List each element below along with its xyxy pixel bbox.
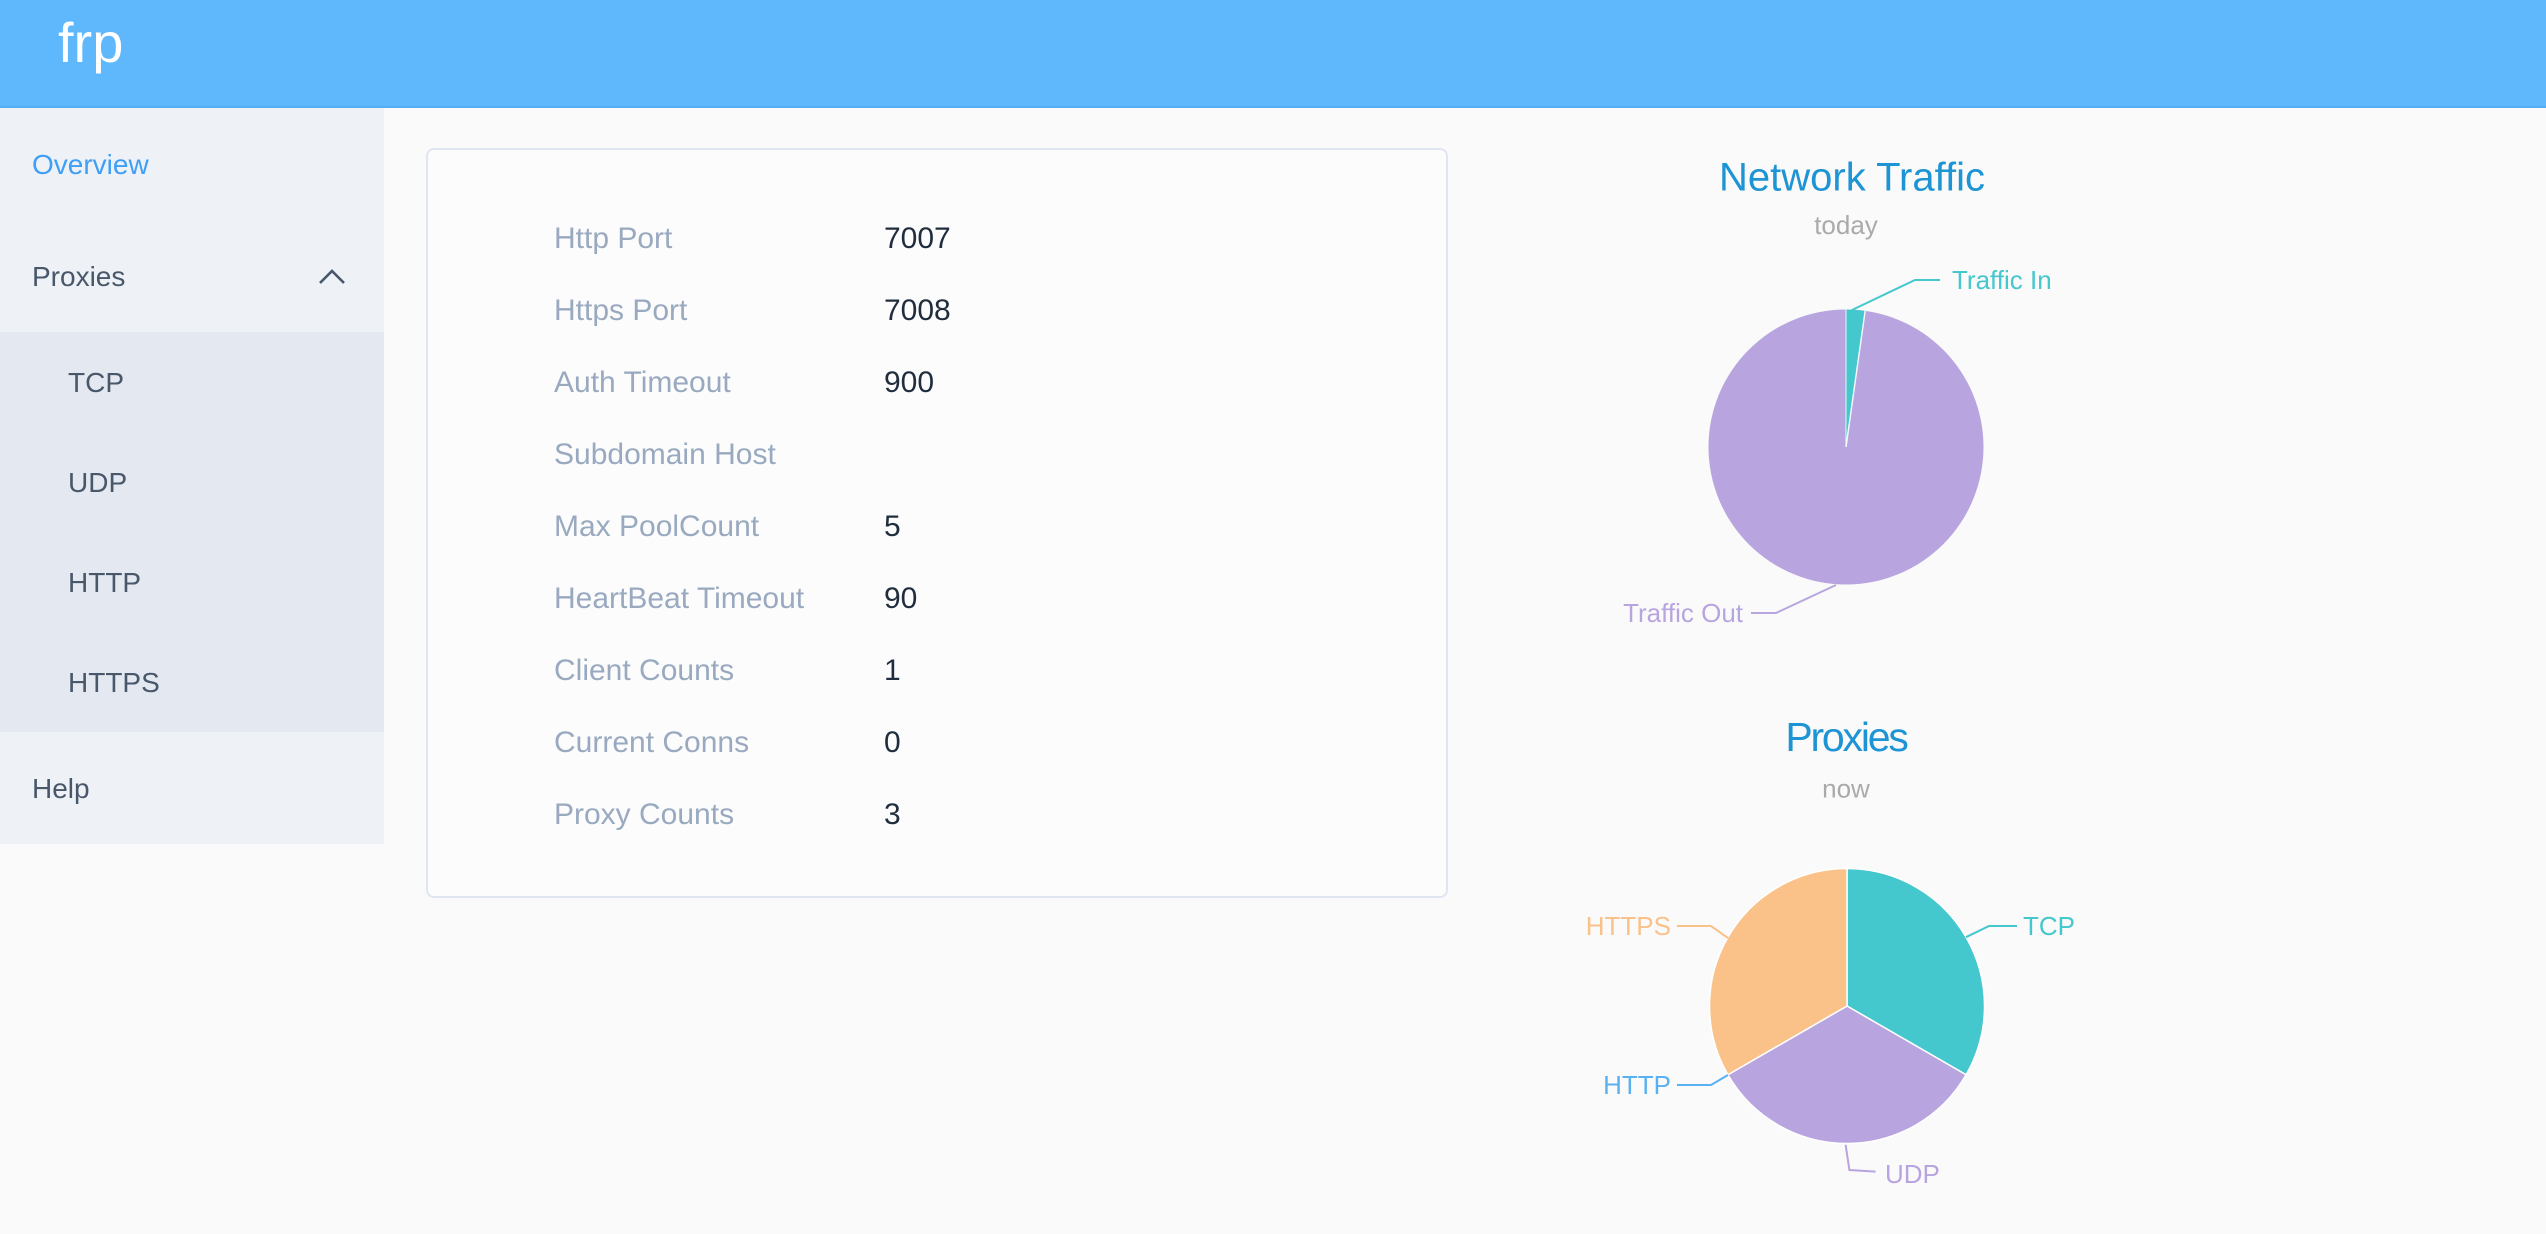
svg-text:HTTPS: HTTPS: [1586, 911, 1671, 941]
svg-text:UDP: UDP: [1885, 1159, 1940, 1189]
svg-text:today: today: [1814, 210, 1878, 240]
svg-text:Proxies: Proxies: [1785, 714, 1908, 760]
svg-text:HTTP: HTTP: [1603, 1070, 1671, 1100]
svg-text:TCP: TCP: [2023, 911, 2075, 941]
svg-text:now: now: [1822, 774, 1870, 804]
svg-text:Network Traffic: Network Traffic: [1719, 155, 1985, 199]
svg-text:Traffic Out: Traffic Out: [1623, 598, 1744, 628]
svg-text:Traffic In: Traffic In: [1952, 265, 2052, 295]
